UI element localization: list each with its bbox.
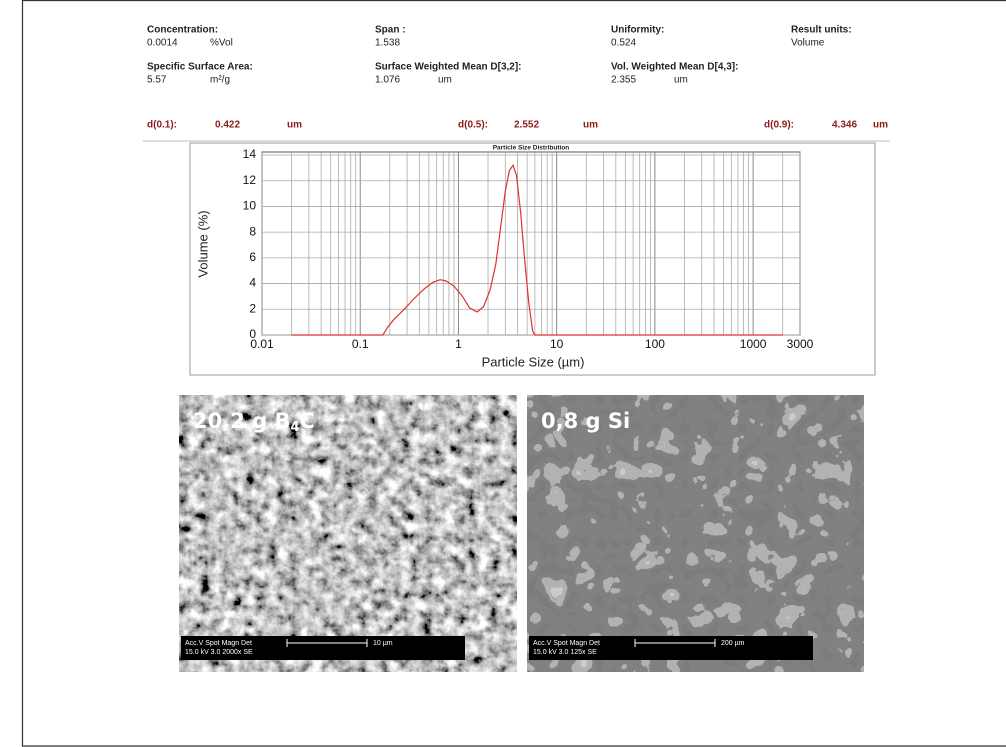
percentile-label: d(0.9): [764,120,794,131]
sem-image [179,395,517,672]
percentile-unit: um [873,120,888,131]
field-label: Specific Surface Area: [147,62,253,73]
percentile-value: 4.346 [832,120,857,131]
label-part: 0,8 g Si [541,409,630,433]
y-tick-label: 8 [249,224,256,238]
x-tick-label: 10 [550,337,564,351]
field-value: Volume [791,38,825,49]
y-tick-label: 2 [249,301,256,315]
percentile-unit: um [287,120,302,131]
percentile-unit: um [583,120,598,131]
field-label: Span : [375,25,406,36]
y-tick-label: 0 [249,327,256,341]
scale-label: 200 µm [721,640,745,647]
info-text: Acc.V Spot Magn Det [533,640,600,647]
field-label: Surface Weighted Mean D[3,2]: [375,62,522,73]
y-tick-label: 14 [243,147,257,161]
info-text: Acc.V Spot Magn Det [185,640,252,647]
percentile-value: 0.422 [215,120,240,131]
percentile-value: 2.552 [514,120,539,131]
field-value: 1.076 [375,75,400,86]
y-tick-label: 12 [243,173,257,187]
x-tick-label: 100 [645,337,665,351]
field-value: 1.538 [375,38,400,49]
info-text: 15.0 kV 3.0 2000x SE [185,649,253,656]
label-part: C [300,409,315,433]
field-label: Concentration: [147,25,218,36]
info-text: 15.0 kV 3.0 125x SE [533,649,597,656]
field-unit: m²/g [210,75,230,86]
field-label: Result units: [791,25,852,36]
y-axis-label: Volume (%) [195,210,210,277]
page: Concentration: 0.0014 %Vol Span : 1.538 Unifo… [0,0,1006,747]
percentile-label: d(0.1): [147,120,177,131]
chart-title: Particle Size Distribution [493,145,570,152]
label-part: 20,2 g B [193,409,290,433]
chart-frame [190,143,875,375]
field-unit: %Vol [210,38,233,49]
scale-label: 10 µm [373,640,393,647]
percentile-label: d(0.5): [458,120,488,131]
sem-image [527,395,864,672]
image-label: 0,8 g Si [541,409,630,433]
field-value: 5.57 [147,75,167,86]
field-value: 0.524 [611,38,636,49]
y-tick-label: 10 [243,199,257,213]
x-tick-label: 1000 [740,337,767,351]
x-axis-label: Particle Size (µm) [482,354,585,369]
field-label: Vol. Weighted Mean D[4,3]: [611,62,738,73]
x-tick-label: 3000 [787,337,814,351]
y-tick-label: 4 [249,276,256,290]
label-part: 4 [290,420,299,435]
field-value: 0.0014 [147,38,178,49]
field-value: 2.355 [611,75,636,86]
x-tick-label: 0.1 [352,337,369,351]
field-unit: um [438,75,452,86]
y-tick-label: 6 [249,250,256,264]
field-label: Uniformity: [611,25,664,36]
x-tick-label: 1 [455,337,462,351]
field-unit: um [674,75,688,86]
